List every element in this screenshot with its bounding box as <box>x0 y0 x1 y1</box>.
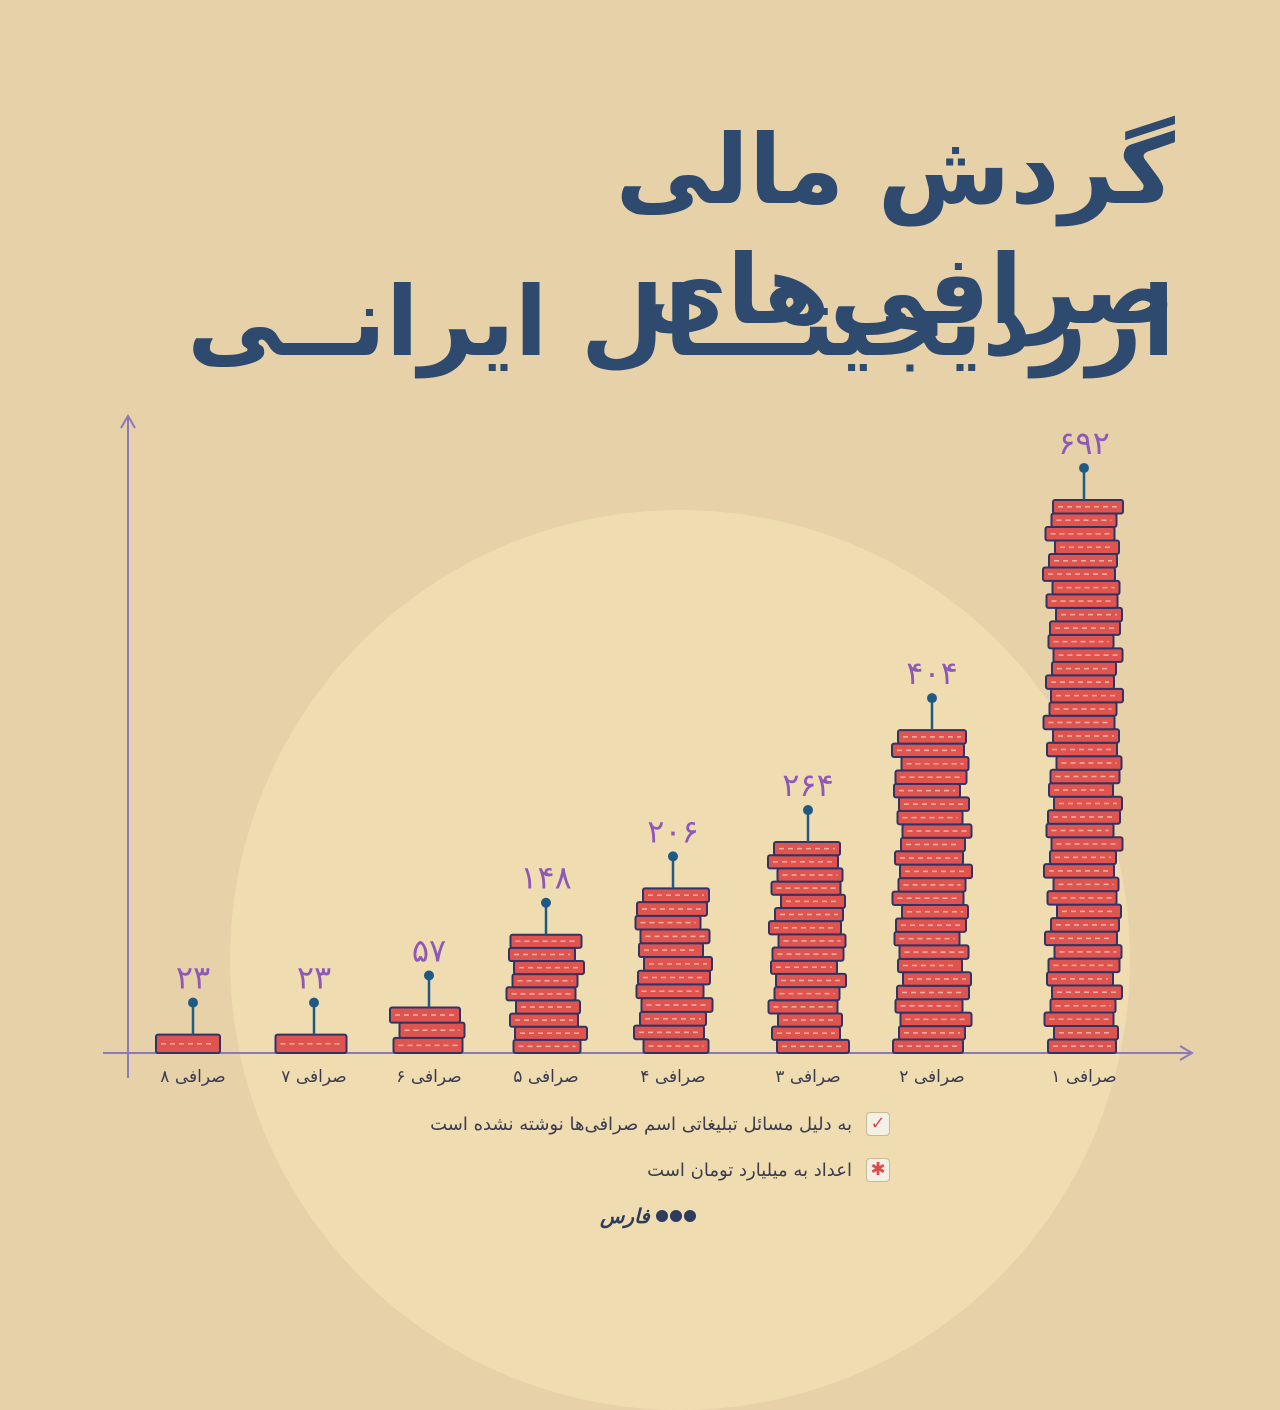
value-label-exchange-7: ۲۳ <box>297 959 331 997</box>
bar-exchange-3: ۲۶۴ صرافی ۳ <box>767 766 850 1087</box>
chart-bars: ۲۳ صرافی ۸ ۲۳ صرافی ۷ ۵۷ صرافی ۶ ۱۴۸ صرافی ۵ ۲۰۶… <box>155 424 1124 1087</box>
value-pin-head <box>927 693 937 704</box>
bar-exchange-1: ۶۹۲ صرافی ۱ <box>1042 424 1124 1087</box>
category-label-exchange-4: صرافی ۴ <box>640 1067 705 1087</box>
bar-exchange-8: ۲۳ صرافی ۸ <box>155 959 226 1087</box>
checkmark-icon: ✓ <box>866 1112 890 1136</box>
fars-logo: فارس <box>600 1204 696 1228</box>
value-pin-head <box>541 897 551 908</box>
bar-exchange-6: ۵۷ صرافی ۶ <box>389 931 466 1087</box>
value-pin-head <box>803 805 813 816</box>
category-label-exchange-8: صرافی ۸ <box>160 1067 225 1087</box>
bar-exchange-5: ۱۴۸ صرافی ۵ <box>505 859 588 1087</box>
note-advertising-text: به دلیل مسائل تبلیغاتی اسم صرافی‌ها نوشت… <box>430 1113 852 1135</box>
value-pin-head <box>1079 463 1089 473</box>
note-units: ✱ اعداد به میلیارد تومان است <box>647 1158 890 1182</box>
logo-text: فارس <box>600 1204 650 1228</box>
category-label-exchange-5: صرافی ۵ <box>513 1067 578 1087</box>
value-pin-head <box>309 997 319 1008</box>
value-pin-head <box>424 970 434 981</box>
value-label-exchange-8: ۲۳ <box>176 959 210 997</box>
value-label-exchange-6: ۵۷ <box>412 931 446 969</box>
note-units-text: اعداد به میلیارد تومان است <box>647 1159 852 1181</box>
value-label-exchange-2: ۴۰۴ <box>906 654 958 692</box>
page-title-line-1: گردش مالی صرافی‌های <box>615 114 1175 346</box>
category-label-exchange-1: صرافی ۱ <box>1051 1067 1116 1087</box>
y-axis-arrow-icon <box>120 414 136 429</box>
category-label-exchange-6: صرافی ۶ <box>396 1067 461 1087</box>
category-label-exchange-3: صرافی ۳ <box>775 1067 840 1087</box>
x-axis-arrow-icon <box>1179 1045 1194 1061</box>
category-label-exchange-7: صرافی ۷ <box>281 1067 346 1087</box>
value-pin-head <box>668 851 678 862</box>
page-title-line-2: ارزدیجیتـــال ایرانــی <box>187 266 1175 378</box>
value-label-exchange-3: ۲۶۴ <box>782 766 834 804</box>
logo-mark-icon <box>655 1210 696 1222</box>
category-label-exchange-2: صرافی ۲ <box>899 1067 964 1087</box>
value-pin-head <box>188 997 198 1008</box>
bar-exchange-7: ۲۳ صرافی ۷ <box>274 959 348 1087</box>
value-label-exchange-4: ۲۰۶ <box>647 812 699 850</box>
value-label-exchange-1: ۶۹۲ <box>1058 424 1110 462</box>
note-advertising: ✓ به دلیل مسائل تبلیغاتی اسم صرافی‌ها نو… <box>430 1112 890 1136</box>
asterisk-icon: ✱ <box>866 1158 890 1182</box>
value-label-exchange-5: ۱۴۸ <box>520 859 572 897</box>
bar-exchange-2: ۴۰۴ صرافی ۲ <box>891 654 973 1087</box>
coin-stack-chart: ۲۳ صرافی ۸ ۲۳ صرافی ۷ ۵۷ صرافی ۶ ۱۴۸ صرافی ۵ ۲۰۶… <box>103 414 1194 1087</box>
bar-exchange-4: ۲۰۶ صرافی ۴ <box>633 812 714 1087</box>
